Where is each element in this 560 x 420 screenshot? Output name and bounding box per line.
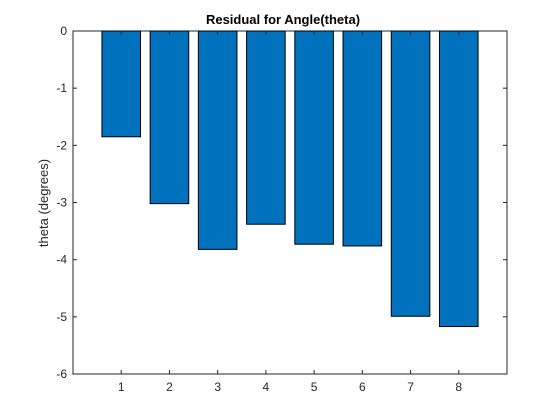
chart-title: Residual for Angle(theta)	[206, 12, 360, 27]
bar-3	[197, 30, 238, 250]
bar-2	[149, 30, 190, 205]
y-tick-label: -6	[56, 367, 67, 381]
x-ticks: 1 2 3 4 5 6 7 8	[118, 31, 462, 394]
bars-group	[101, 30, 479, 328]
bar-8	[438, 30, 479, 328]
x-tick-label: 7	[407, 380, 414, 394]
y-tick-label: -3	[56, 196, 67, 210]
y-axis-label: theta (degrees)	[36, 159, 51, 247]
x-tick-label: 6	[359, 380, 366, 394]
y-tick-label: 0	[60, 24, 67, 38]
x-tick-label: 4	[263, 380, 270, 394]
plot-area	[72, 30, 508, 375]
bar-6	[342, 30, 383, 247]
y-tick-label: -5	[56, 310, 67, 324]
x-tick-label: 8	[455, 380, 462, 394]
bar-5	[294, 30, 334, 245]
x-tick-label: 1	[118, 380, 125, 394]
y-tick-label: -1	[56, 81, 67, 95]
y-tick-label: -2	[56, 138, 67, 152]
bar-1	[101, 30, 142, 138]
x-tick-label: 5	[311, 380, 318, 394]
x-tick-label: 2	[166, 380, 173, 394]
bar-7	[390, 30, 431, 317]
y-tick-label: -4	[56, 253, 67, 267]
y-ticks: 0 -1 -2 -3 -4 -5 -6	[56, 24, 507, 381]
bar-4	[246, 30, 286, 225]
x-tick-label: 3	[214, 380, 221, 394]
